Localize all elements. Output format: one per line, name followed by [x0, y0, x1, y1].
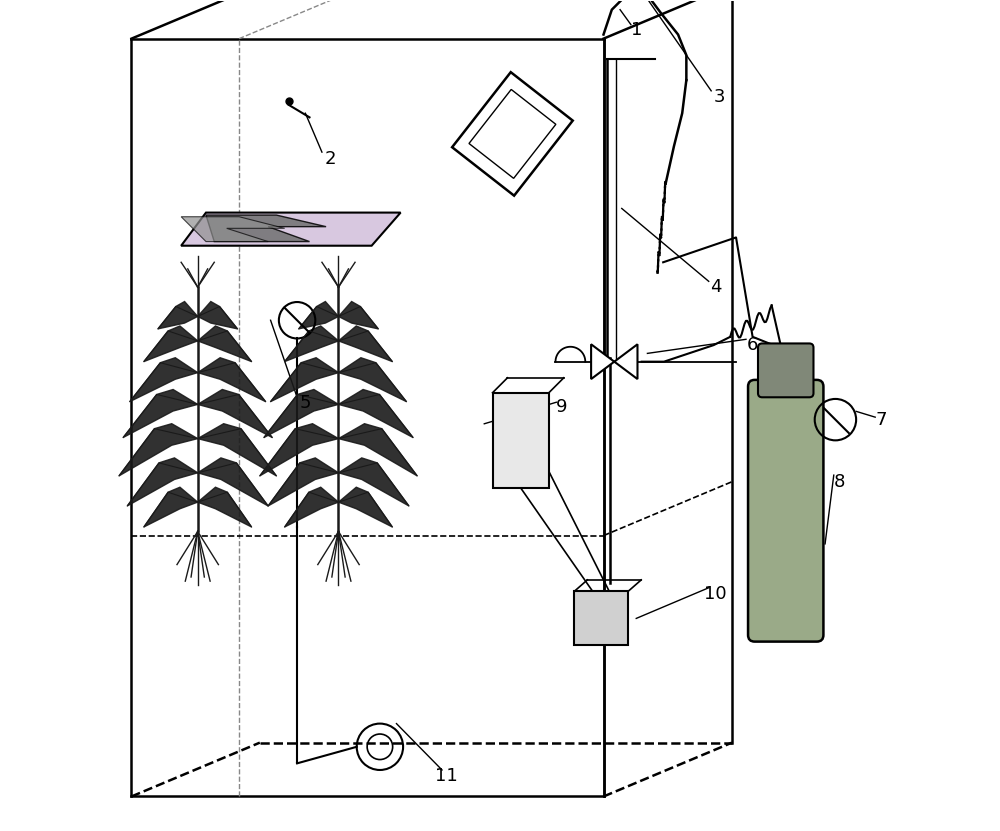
- Polygon shape: [268, 458, 338, 506]
- Polygon shape: [338, 424, 417, 476]
- Text: 9: 9: [556, 398, 568, 416]
- Polygon shape: [198, 357, 266, 401]
- Polygon shape: [338, 390, 413, 438]
- Polygon shape: [264, 390, 338, 438]
- Polygon shape: [198, 458, 268, 506]
- Text: 5: 5: [300, 394, 311, 412]
- Polygon shape: [338, 458, 409, 506]
- Text: 11: 11: [435, 767, 458, 784]
- Polygon shape: [206, 215, 326, 242]
- FancyBboxPatch shape: [748, 380, 823, 642]
- Polygon shape: [198, 487, 252, 527]
- Polygon shape: [198, 326, 252, 361]
- FancyBboxPatch shape: [574, 592, 628, 646]
- Polygon shape: [198, 390, 272, 438]
- Polygon shape: [338, 487, 392, 527]
- Text: 3: 3: [714, 87, 725, 106]
- Polygon shape: [285, 487, 338, 527]
- Polygon shape: [299, 302, 338, 329]
- Polygon shape: [338, 326, 392, 361]
- Polygon shape: [130, 357, 198, 401]
- Text: 6: 6: [747, 336, 758, 354]
- Text: 7: 7: [875, 411, 887, 429]
- Polygon shape: [144, 326, 198, 361]
- Polygon shape: [285, 326, 338, 361]
- Polygon shape: [119, 424, 198, 476]
- Polygon shape: [158, 302, 198, 329]
- Polygon shape: [127, 458, 198, 506]
- Polygon shape: [198, 424, 276, 476]
- Polygon shape: [452, 72, 573, 195]
- Text: 10: 10: [704, 584, 727, 602]
- FancyBboxPatch shape: [758, 343, 813, 397]
- Polygon shape: [181, 213, 401, 246]
- Polygon shape: [338, 357, 406, 401]
- Polygon shape: [338, 302, 378, 329]
- Polygon shape: [181, 217, 285, 242]
- Polygon shape: [260, 424, 338, 476]
- Polygon shape: [469, 90, 556, 179]
- FancyBboxPatch shape: [493, 393, 549, 488]
- Polygon shape: [198, 302, 237, 329]
- Polygon shape: [123, 390, 198, 438]
- Text: 8: 8: [834, 473, 845, 491]
- Text: 4: 4: [710, 278, 721, 296]
- Polygon shape: [271, 357, 338, 401]
- Polygon shape: [591, 344, 614, 379]
- Text: 1: 1: [631, 22, 642, 39]
- Polygon shape: [144, 487, 198, 527]
- Text: 2: 2: [324, 150, 336, 168]
- Polygon shape: [614, 344, 637, 379]
